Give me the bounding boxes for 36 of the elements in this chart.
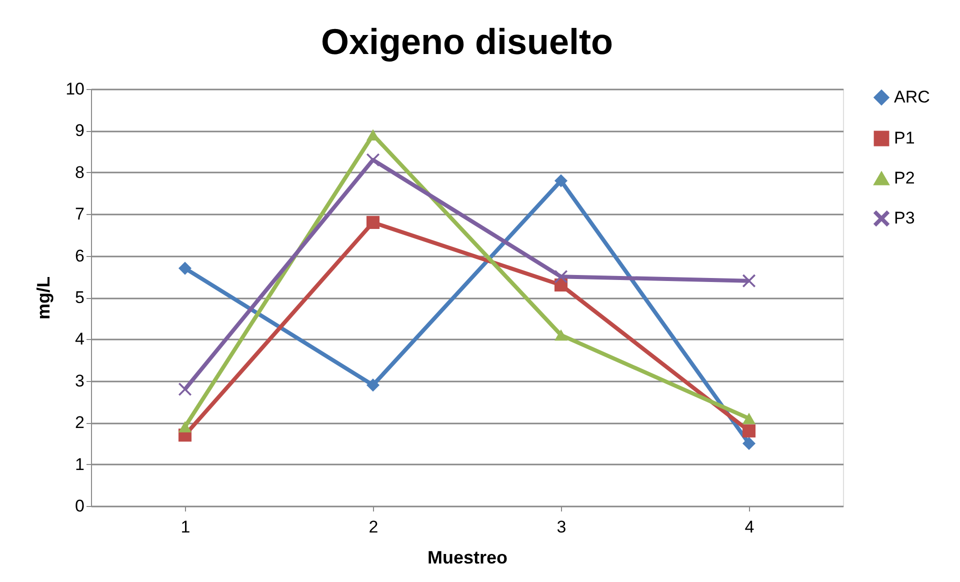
point (178, 382, 192, 396)
y-tick-label: 4 (75, 330, 84, 349)
point (554, 270, 568, 284)
y-tick-label: 2 (75, 413, 84, 432)
point (554, 329, 568, 341)
point (742, 274, 756, 288)
point (742, 424, 756, 438)
y-tick-label: 3 (75, 371, 84, 390)
y-tick-label: 7 (75, 204, 84, 224)
y-axis-title: mg/L (34, 276, 54, 320)
point (178, 262, 192, 275)
legend-label: P1 (894, 128, 915, 148)
x-tick-label: 2 (368, 518, 378, 536)
point (366, 153, 380, 166)
x-tick-label: 3 (556, 518, 566, 536)
y-tick-label: 8 (75, 162, 84, 182)
legend-label: P3 (894, 208, 915, 228)
point (178, 421, 192, 432)
y-tick-label: 6 (75, 246, 84, 266)
y-tick-label: 1 (75, 454, 84, 474)
x-tick-label: 1 (180, 518, 190, 536)
chart-title: Oxigeno disuelto (320, 21, 614, 62)
y-tick-label: 0 (75, 496, 84, 516)
point (366, 378, 380, 392)
x-tick-label: 4 (744, 518, 754, 536)
point (366, 216, 380, 229)
point (742, 436, 756, 450)
y-tick-label: 9 (75, 121, 84, 140)
y-tick-label: 10 (66, 80, 84, 98)
point (742, 412, 756, 424)
legend-label: ARC (894, 88, 930, 106)
legend-label: P2 (894, 168, 915, 188)
point (554, 174, 568, 188)
x-axis-title: Muestreo (427, 548, 508, 568)
y-tick-label: 5 (75, 288, 84, 307)
point (366, 129, 380, 141)
